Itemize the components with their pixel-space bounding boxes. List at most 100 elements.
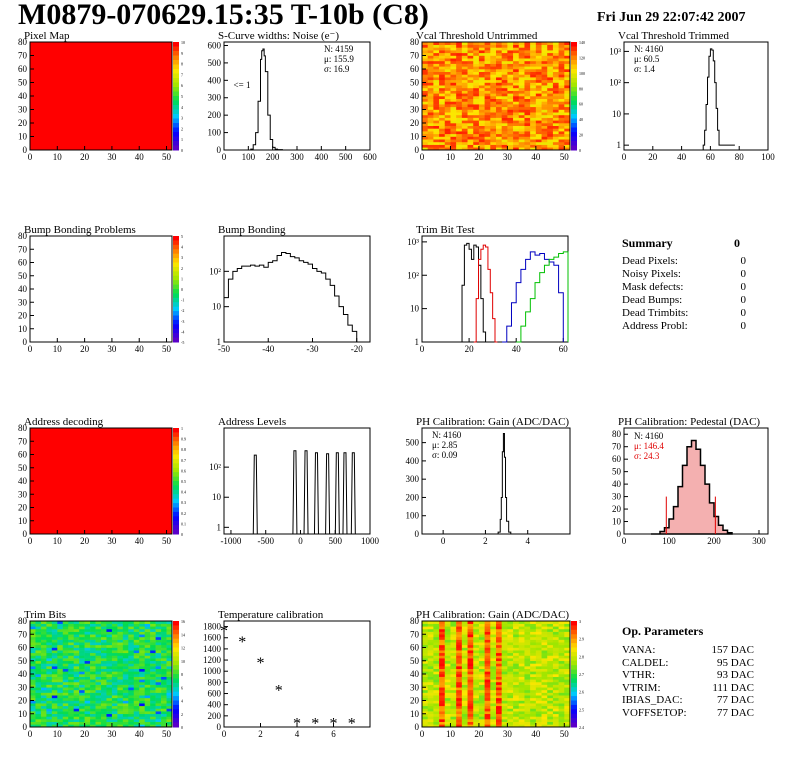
heatmap-cell bbox=[490, 671, 497, 675]
heatmap-cell bbox=[427, 50, 434, 54]
heatmap-cell bbox=[35, 668, 42, 672]
y-tick-label: 50 bbox=[410, 656, 420, 666]
heatmap-cell bbox=[150, 631, 156, 635]
heatmap-cell bbox=[133, 658, 140, 662]
heatmap-cell bbox=[166, 687, 173, 691]
heatmap-cell bbox=[552, 141, 559, 145]
colorbar-segment bbox=[571, 674, 577, 679]
heatmap-cell bbox=[68, 666, 74, 669]
heatmap-cell bbox=[564, 82, 571, 86]
heatmap-cell bbox=[535, 689, 542, 693]
heatmap-cell bbox=[450, 87, 457, 91]
heatmap-cell bbox=[564, 55, 571, 59]
heatmap-cell bbox=[444, 681, 451, 685]
heatmap-cell bbox=[73, 724, 80, 728]
heatmap-cell bbox=[444, 141, 451, 145]
heatmap-cell bbox=[558, 642, 565, 646]
heatmap-cell bbox=[467, 117, 474, 121]
heatmap-cell bbox=[144, 668, 151, 672]
heatmap-cell bbox=[450, 66, 457, 70]
heatmap-cell bbox=[46, 684, 53, 688]
heatmap-cell bbox=[30, 705, 36, 709]
y-tick-label: 20 bbox=[18, 118, 28, 128]
heatmap-cell bbox=[558, 708, 565, 712]
y-tick-label: 10 bbox=[410, 304, 420, 314]
heatmap-cell bbox=[111, 679, 118, 683]
heatmap-cell bbox=[530, 136, 537, 140]
heatmap-cell bbox=[535, 101, 542, 105]
colorbar-segment bbox=[173, 516, 179, 522]
heatmap-cell bbox=[501, 52, 508, 56]
heatmap-cell bbox=[564, 47, 571, 51]
heatmap-cell bbox=[84, 724, 91, 728]
heatmap-cell bbox=[558, 69, 565, 72]
heatmap-cell bbox=[456, 128, 463, 132]
heatmap-cell bbox=[433, 71, 440, 75]
heatmap-cell bbox=[155, 676, 162, 680]
heatmap-cell bbox=[161, 644, 167, 648]
heatmap-cell bbox=[90, 700, 96, 704]
heatmap-cell bbox=[558, 117, 565, 121]
heatmap-cell bbox=[144, 708, 151, 712]
heatmap-cell bbox=[530, 71, 537, 75]
heatmap-cell bbox=[501, 112, 508, 116]
heatmap-cell bbox=[84, 652, 91, 656]
heatmap-cell bbox=[478, 60, 485, 64]
heatmap-cell bbox=[95, 668, 102, 672]
heatmap-cell bbox=[524, 60, 531, 64]
summary-value: 0 bbox=[740, 294, 747, 306]
heatmap-cell bbox=[439, 650, 446, 654]
heatmap-cell bbox=[496, 695, 502, 699]
heatmap-cell bbox=[90, 716, 96, 720]
heatmap-cell bbox=[518, 133, 525, 137]
heatmap-cell bbox=[564, 98, 571, 102]
heatmap-cell bbox=[558, 697, 565, 701]
heatmap-cell bbox=[150, 713, 156, 717]
heatmap-cell bbox=[535, 112, 542, 116]
heatmap-cell bbox=[433, 716, 440, 720]
heatmap-cell bbox=[30, 700, 36, 704]
heatmap-cell bbox=[427, 650, 434, 654]
heatmap-cell bbox=[490, 634, 497, 638]
heatmap-cell bbox=[518, 687, 525, 691]
heatmap-cell bbox=[150, 642, 156, 646]
heatmap-cell bbox=[155, 663, 162, 667]
heatmap-cell bbox=[541, 123, 548, 126]
heatmap-cell bbox=[73, 668, 80, 672]
colorbar-segment bbox=[571, 634, 577, 640]
heatmap-cell bbox=[144, 660, 151, 664]
x-tick-label: 600 bbox=[363, 152, 377, 162]
heatmap-cell bbox=[552, 144, 559, 148]
heatmap-cell bbox=[57, 681, 64, 685]
heatmap-cell bbox=[433, 123, 440, 126]
heatmap-cell bbox=[484, 663, 491, 667]
heatmap-cell bbox=[128, 660, 135, 664]
x-tick-label: 30 bbox=[107, 344, 117, 354]
heatmap-cell bbox=[122, 679, 129, 683]
heatmap-cell bbox=[535, 705, 542, 709]
heatmap-cell bbox=[35, 636, 42, 640]
heatmap-cell bbox=[422, 658, 428, 662]
heatmap-cell bbox=[535, 695, 542, 699]
heatmap-cell bbox=[439, 711, 446, 715]
heatmap-cell bbox=[467, 705, 474, 709]
heatmap-cell bbox=[564, 109, 571, 113]
heatmap-cell bbox=[106, 658, 113, 662]
heatmap-cell bbox=[128, 687, 135, 691]
heatmap-cell bbox=[473, 639, 480, 643]
heatmap-cell bbox=[90, 655, 96, 659]
heatmap-cell bbox=[433, 663, 440, 667]
heatmap-cell bbox=[150, 647, 156, 651]
heatmap-cell bbox=[427, 131, 434, 135]
heatmap-cell bbox=[117, 647, 124, 651]
heatmap-cell bbox=[422, 700, 428, 704]
y-tick-label: 20 bbox=[18, 503, 28, 513]
heatmap-cell bbox=[501, 87, 508, 91]
heatmap-cell bbox=[444, 74, 451, 78]
heatmap-cell bbox=[68, 674, 74, 677]
heatmap-cell bbox=[552, 125, 559, 129]
heatmap-cell bbox=[473, 634, 480, 638]
x-tick-label: 40 bbox=[531, 729, 541, 739]
heatmap-cell bbox=[46, 674, 53, 677]
y-tick-label: 80 bbox=[410, 37, 420, 47]
